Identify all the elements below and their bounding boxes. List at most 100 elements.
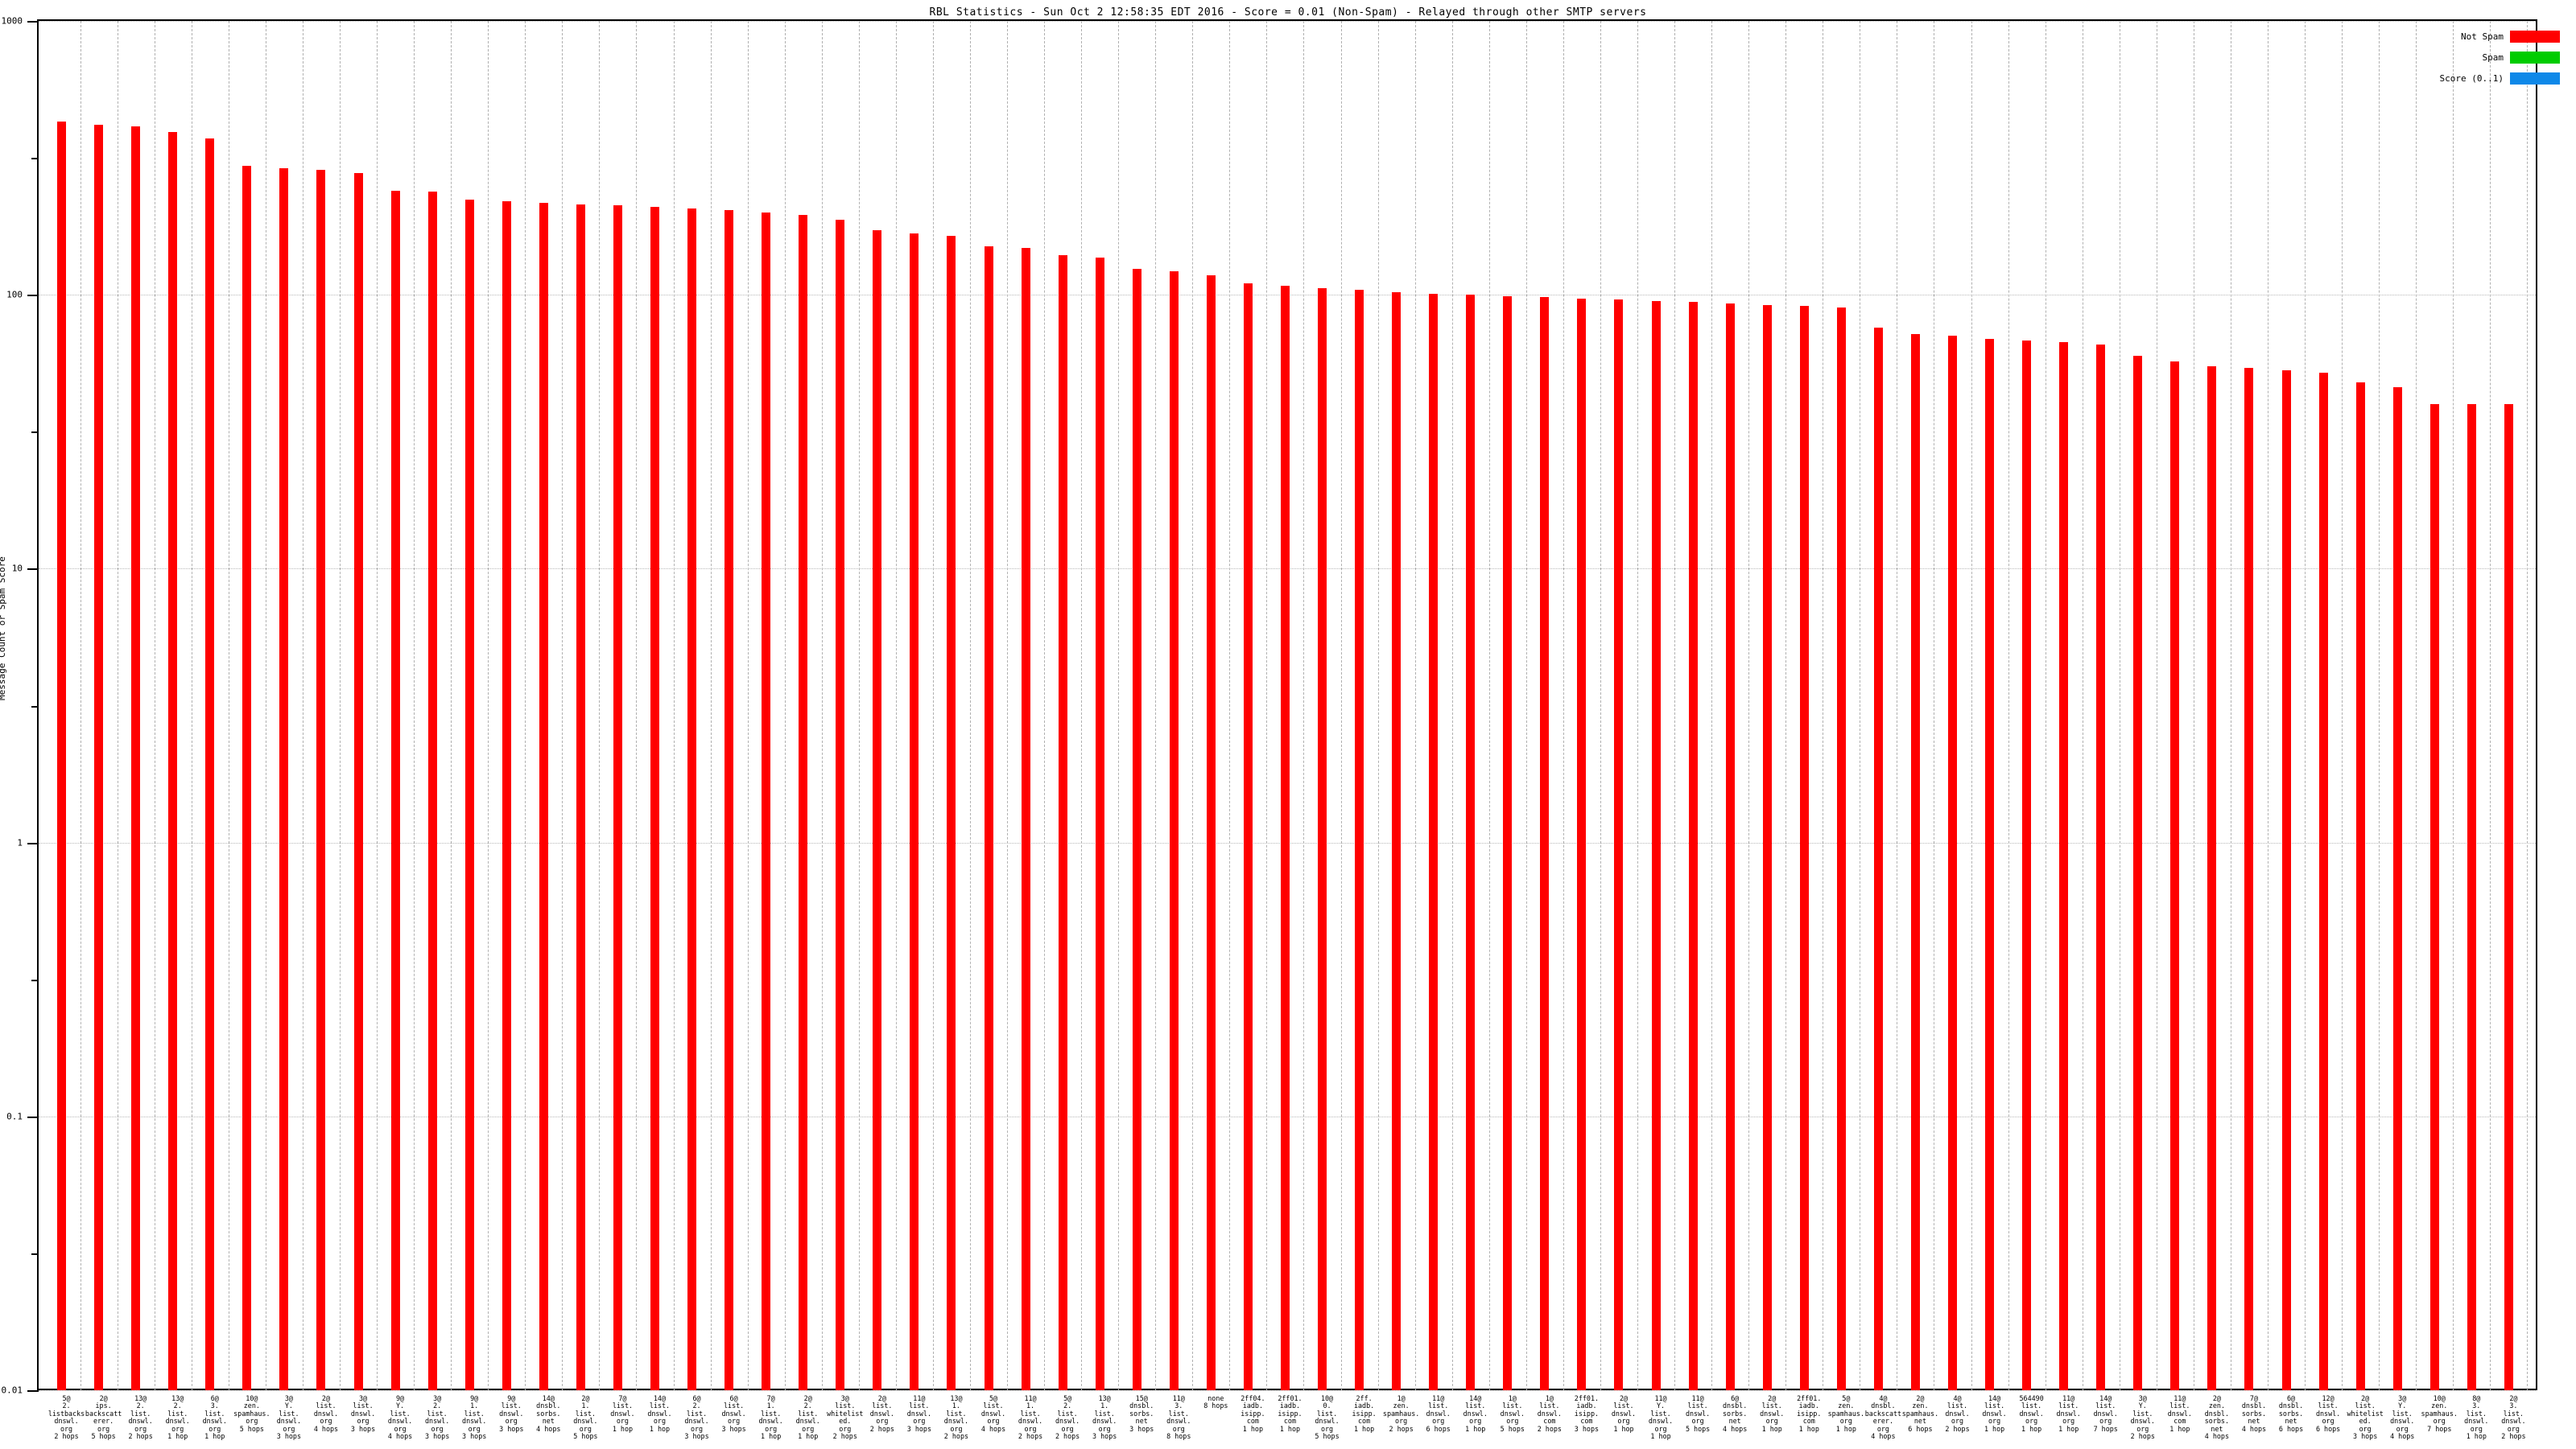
bar[interactable] — [836, 219, 845, 1390]
bar[interactable] — [1132, 269, 1141, 1390]
bar[interactable] — [2467, 403, 2476, 1390]
bar[interactable] — [1095, 257, 1104, 1390]
bar[interactable] — [799, 214, 808, 1390]
plot-area: 1000 100 10 1 0.1 0.01 — [2, 16, 2536, 1396]
x-gridline — [1748, 21, 1750, 1390]
bar[interactable] — [390, 190, 400, 1390]
bar[interactable] — [576, 204, 585, 1390]
x-gridline — [710, 21, 712, 1390]
x-axis-tick-label: 14@ dnsbl. sorbs. net 4 hops — [536, 1394, 561, 1433]
x-gridline — [2490, 21, 2491, 1390]
bar[interactable] — [1799, 306, 1809, 1390]
x-axis-tick-label: 5@ list. dnswl. org 4 hops — [980, 1394, 1006, 1433]
bar[interactable] — [2392, 386, 2402, 1390]
bar[interactable] — [724, 209, 734, 1390]
bar[interactable] — [1318, 287, 1327, 1390]
bar[interactable] — [464, 200, 474, 1390]
bar[interactable] — [947, 236, 956, 1390]
bar[interactable] — [1836, 307, 1846, 1390]
x-axis-tick-label: 3@ Y. list. dnswl. org 2 hops — [2130, 1394, 2155, 1441]
bar[interactable] — [1985, 339, 1995, 1390]
x-gridline — [2305, 21, 2306, 1390]
x-gridline — [1266, 21, 1268, 1390]
bar[interactable] — [1429, 293, 1439, 1390]
bar[interactable] — [1910, 333, 1920, 1390]
x-axis-tick-label: 2@ list. dnswl. org 4 hops — [313, 1394, 339, 1433]
x-axis-tick-label: 5@ zen. spamhaus. org 1 hop — [1827, 1394, 1865, 1433]
bar[interactable] — [2170, 361, 2180, 1390]
bar[interactable] — [502, 200, 511, 1390]
y-axis-minor-tick — [31, 979, 39, 981]
bar[interactable] — [353, 173, 363, 1390]
bar[interactable] — [1725, 303, 1735, 1390]
bar[interactable] — [1058, 254, 1067, 1390]
bar[interactable] — [1688, 302, 1698, 1390]
bar[interactable] — [539, 202, 548, 1390]
bar[interactable] — [131, 126, 141, 1390]
bar[interactable] — [650, 207, 659, 1390]
x-axis-tick-label: 7@ list. dnswl. org 1 hop — [610, 1394, 635, 1433]
x-axis-tick-label: none 8 hops — [1203, 1394, 1228, 1410]
bar[interactable] — [873, 230, 882, 1390]
x-gridline — [377, 21, 378, 1390]
bar[interactable] — [1651, 300, 1661, 1390]
bar[interactable] — [2244, 368, 2254, 1390]
bar[interactable] — [2207, 365, 2217, 1390]
x-gridline — [1377, 21, 1379, 1390]
bar[interactable] — [1948, 335, 1957, 1390]
x-gridline — [747, 21, 749, 1390]
bar[interactable] — [2355, 382, 2365, 1390]
bar[interactable] — [1392, 292, 1402, 1390]
y-axis-tick — [27, 1116, 39, 1118]
bar[interactable] — [910, 233, 919, 1390]
x-axis-tick-label: 11@ list. dnswl. org 3 hops — [906, 1394, 931, 1433]
bar[interactable] — [984, 246, 993, 1390]
bar[interactable] — [2504, 403, 2513, 1390]
x-axis-tick-label: 1@ list. dnswl. com 2 hops — [1537, 1394, 1562, 1433]
bar[interactable] — [1540, 297, 1550, 1390]
x-gridline — [1155, 21, 1157, 1390]
bar[interactable] — [205, 138, 215, 1390]
bar[interactable] — [2429, 403, 2439, 1390]
bar[interactable] — [762, 212, 771, 1390]
y-axis-tick — [27, 295, 39, 297]
x-gridline — [1488, 21, 1490, 1390]
bar[interactable] — [94, 124, 104, 1390]
x-gridline — [673, 21, 675, 1390]
bar[interactable] — [1355, 290, 1364, 1390]
bar[interactable] — [2059, 342, 2069, 1390]
bar[interactable] — [1873, 327, 1883, 1390]
bar[interactable] — [1280, 285, 1290, 1390]
bar[interactable] — [2133, 355, 2143, 1390]
bar[interactable] — [57, 121, 67, 1390]
legend-label: Score (0..1) — [2439, 72, 2504, 84]
bar[interactable] — [1021, 248, 1030, 1390]
x-gridline — [969, 21, 971, 1390]
bar[interactable] — [1762, 304, 1772, 1390]
bar[interactable] — [2022, 341, 2032, 1390]
y-axis-tick — [27, 842, 39, 844]
bar[interactable] — [687, 208, 697, 1390]
x-axis-tick-label: 2ff. iadb. isipp. com 1 hop — [1352, 1394, 1377, 1433]
bar[interactable] — [613, 205, 622, 1390]
bar[interactable] — [2318, 372, 2328, 1390]
bar[interactable] — [242, 165, 252, 1390]
bar[interactable] — [1243, 283, 1253, 1390]
bar[interactable] — [1503, 295, 1513, 1390]
x-axis-tick-label: 7@ 1. list. dnswl. org 1 hop — [758, 1394, 783, 1441]
bar[interactable] — [168, 132, 178, 1390]
bar[interactable] — [316, 169, 326, 1390]
x-gridline — [80, 21, 81, 1390]
bar[interactable] — [2096, 344, 2106, 1390]
bar[interactable] — [427, 192, 437, 1390]
bar[interactable] — [279, 167, 289, 1390]
bar[interactable] — [2281, 370, 2291, 1390]
bar[interactable] — [1169, 270, 1179, 1390]
x-axis-tick-label: 2@ list. whitelisted. org 3 hops — [2347, 1394, 2384, 1441]
bar[interactable] — [1206, 275, 1216, 1390]
x-gridline — [858, 21, 860, 1390]
bar[interactable] — [1614, 299, 1624, 1390]
bar[interactable] — [1577, 298, 1587, 1390]
x-gridline — [821, 21, 823, 1390]
bar[interactable] — [1466, 295, 1476, 1390]
